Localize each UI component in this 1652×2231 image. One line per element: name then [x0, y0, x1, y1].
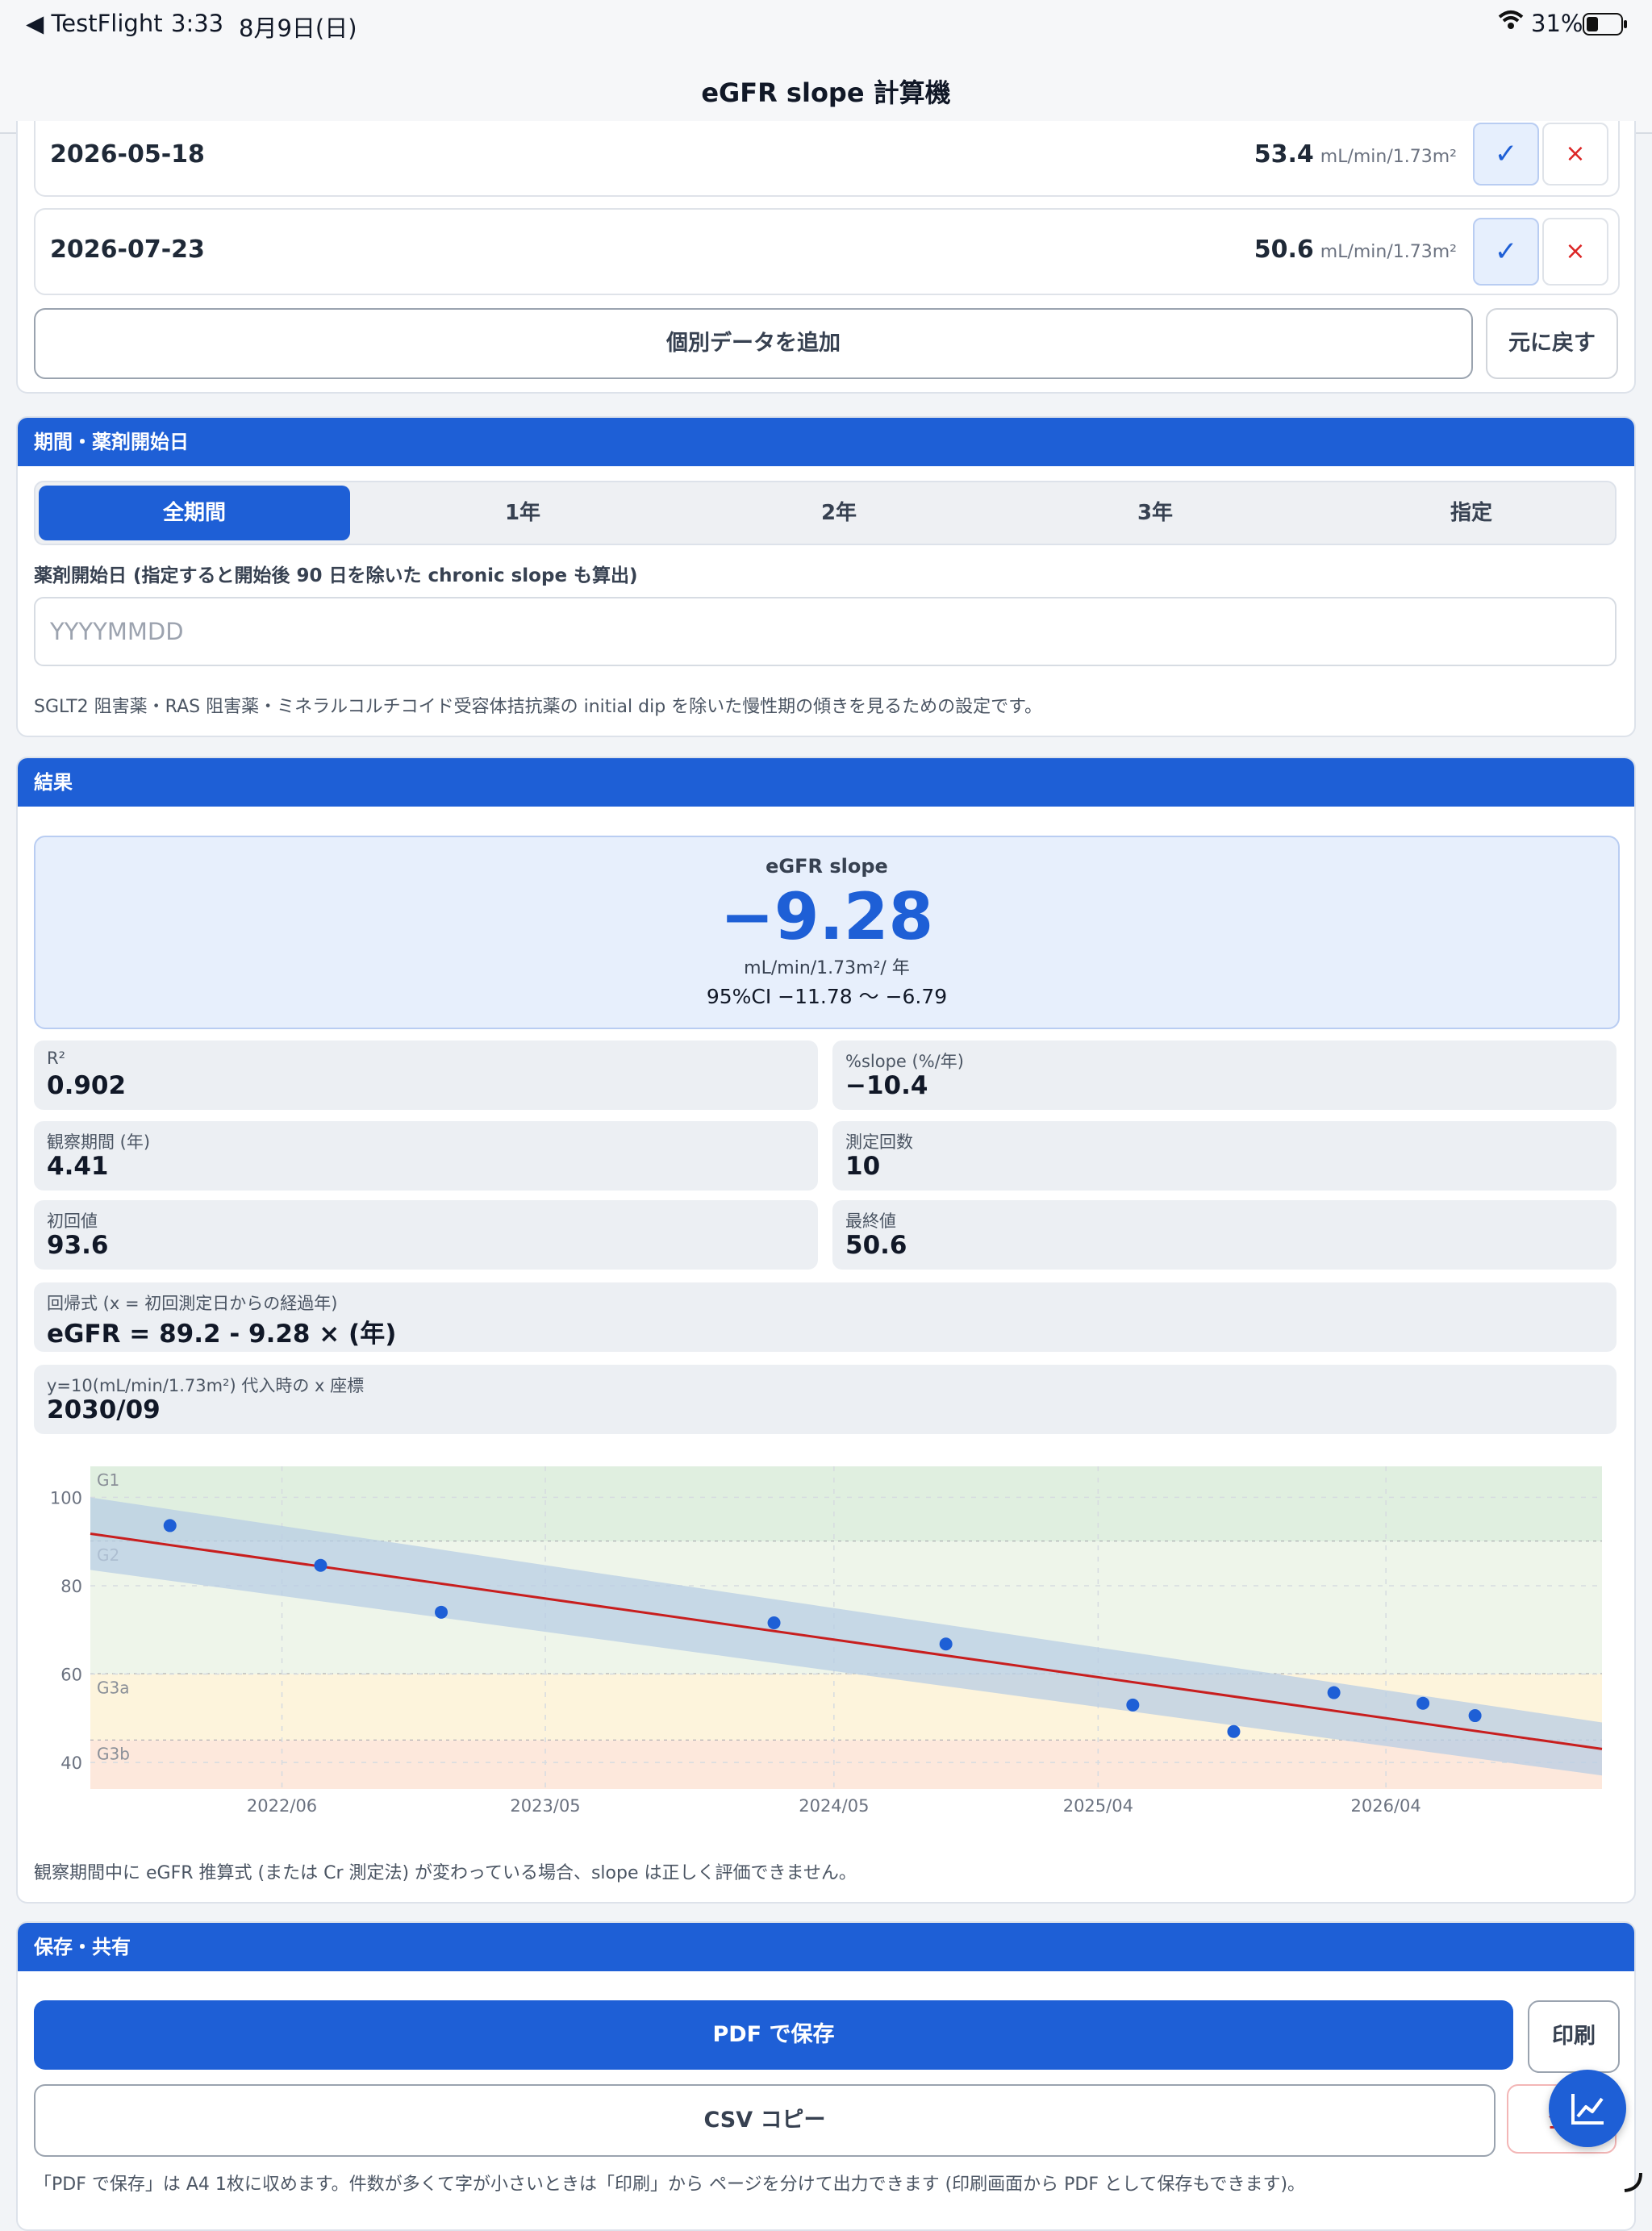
- stat-observation-period: 観察期間 (年) 4.41: [34, 1121, 818, 1191]
- row-value: 50.6 mL/min/1.73m²: [1254, 236, 1457, 264]
- data-point: [435, 1605, 448, 1619]
- row-value: 53.4 mL/min/1.73m²: [1254, 140, 1457, 169]
- row-date: 2026-07-23: [50, 236, 205, 264]
- result-header: 結果: [18, 758, 1634, 807]
- x-intercept: y=10(mL/min/1.73m²) 代入時の x 座標 2030/09: [34, 1365, 1617, 1434]
- tab-1-year[interactable]: 1年: [504, 501, 541, 525]
- list-item: 2026-05-18 53.4 mL/min/1.73m² ✓ ×: [34, 121, 1620, 197]
- slope-unit: mL/min/1.73m²/ 年: [744, 958, 910, 978]
- drug-start-label: 薬剤開始日 (指定すると開始後 90 日を除いた chronic slope も…: [34, 565, 638, 586]
- add-data-button[interactable]: 個別データを追加: [34, 308, 1473, 379]
- stat-first-value: 初回値 93.6: [34, 1200, 818, 1270]
- period-segmented-control: 全期間 1年 2年 3年 指定: [34, 481, 1617, 545]
- status-bar: ◀ TestFlight 3:33 8月9日(日) 31%: [0, 0, 1652, 52]
- tab-3-year[interactable]: 3年: [1137, 501, 1174, 525]
- regression-formula: 回帰式 (x = 初回測定日からの経過年) eGFR = 89.2 - 9.28 …: [34, 1282, 1617, 1352]
- tab-2-year[interactable]: 2年: [820, 501, 857, 525]
- data-point: [314, 1558, 327, 1572]
- tab-custom[interactable]: 指定: [1450, 501, 1492, 525]
- data-list-card: 2026-05-18 53.4 mL/min/1.73m² ✓ × 2026-07…: [16, 121, 1636, 394]
- delete-row-button[interactable]: ×: [1542, 123, 1608, 186]
- stat-r2: R² 0.902: [34, 1040, 818, 1110]
- row-date: 2026-05-18: [50, 140, 205, 169]
- regression-line: [90, 1532, 1603, 1750]
- include-check-button[interactable]: ✓: [1473, 218, 1539, 286]
- data-point: [1126, 1698, 1140, 1712]
- band-g3b: [90, 1740, 1602, 1789]
- band-label-g3b: G3b: [97, 1745, 130, 1764]
- egfr-trend-chart: G1G2G3aG3b4060801002022/062023/052024/05…: [50, 1466, 1603, 1816]
- band-label-g1: G1: [97, 1470, 119, 1490]
- x-tick-label: 2022/06: [247, 1796, 317, 1816]
- page-title: eGFR slope 計算機: [701, 77, 951, 108]
- x-tick-label: 2024/05: [799, 1796, 869, 1816]
- x-tick-label: 2023/05: [510, 1796, 580, 1816]
- battery-percent: 31%: [1531, 10, 1583, 37]
- back-to-testflight[interactable]: ◀ TestFlight: [26, 10, 163, 37]
- data-point: [1416, 1696, 1430, 1710]
- status-time: 3:33: [171, 10, 224, 37]
- stat-percent-slope: %slope (%/年) −10.4: [832, 1040, 1617, 1110]
- slope-summary-box: eGFR slope −9.28 mL/min/1.73m²/ 年 95%CI …: [34, 836, 1620, 1029]
- data-point: [939, 1637, 953, 1651]
- chart-icon: [1571, 2094, 1604, 2125]
- confidence-band: [90, 1497, 1602, 1776]
- period-card: 期間・薬剤開始日 全期間 1年 2年 3年 指定 薬剤開始日 (指定すると開始後…: [16, 416, 1636, 737]
- tab-all-period[interactable]: 全期間: [39, 486, 350, 540]
- x-tick-label: 2026/04: [1351, 1796, 1421, 1816]
- chart-note: 観察期間中に eGFR 推算式 (または Cr 測定法) が変わっている場合、s…: [34, 1863, 857, 1883]
- confidence-interval: 95%CI −11.78 〜 −6.79: [706, 985, 948, 1008]
- save-pdf-button[interactable]: PDF で保存: [34, 2000, 1513, 2070]
- floating-chart-button[interactable]: [1549, 2070, 1626, 2147]
- y-tick-label: 40: [60, 1754, 82, 1773]
- data-point: [767, 1616, 781, 1629]
- stat-last-value: 最終値 50.6: [832, 1200, 1617, 1270]
- status-date: 8月9日(日): [239, 15, 357, 42]
- x-tick-label: 2025/04: [1063, 1796, 1133, 1816]
- result-card: 結果 eGFR slope −9.28 mL/min/1.73m²/ 年 95%…: [16, 757, 1636, 1904]
- revert-button[interactable]: 元に戻す: [1486, 308, 1618, 379]
- share-note: 「PDF で保存」は A4 1枚に収めます。件数が多くて字が小さいときは「印刷」…: [34, 2175, 1306, 2195]
- band-label-g3a: G3a: [97, 1678, 129, 1698]
- y-tick-label: 60: [60, 1666, 82, 1685]
- band-g1: [90, 1466, 1602, 1542]
- print-button[interactable]: 印刷: [1528, 2000, 1620, 2073]
- delete-row-button[interactable]: ×: [1542, 218, 1608, 286]
- data-point: [1327, 1686, 1341, 1699]
- y-tick-label: 100: [50, 1488, 82, 1507]
- share-card: 保存・共有 PDF で保存 印刷 CSV コピー 全 「PDF で保存」は A4…: [16, 1921, 1636, 2231]
- period-header: 期間・薬剤開始日: [18, 418, 1634, 466]
- data-point: [1227, 1724, 1241, 1738]
- resize-handle-icon: [1621, 2170, 1646, 2197]
- y-tick-label: 80: [60, 1577, 82, 1596]
- period-note: SGLT2 阻害薬・RAS 阻害薬・ミネラルコルチコイド受容体拮抗薬の init…: [34, 697, 1042, 717]
- csv-copy-button[interactable]: CSV コピー: [34, 2084, 1496, 2157]
- battery-icon: [1583, 13, 1628, 41]
- slope-label: eGFR slope: [766, 855, 888, 878]
- share-header: 保存・共有: [18, 1923, 1634, 1971]
- stat-measurement-count: 測定回数 10: [832, 1121, 1617, 1191]
- data-point: [1468, 1709, 1482, 1723]
- slope-value: −9.28: [720, 879, 934, 954]
- data-point: [163, 1519, 177, 1533]
- include-check-button[interactable]: ✓: [1473, 123, 1539, 186]
- wifi-icon: [1497, 8, 1525, 38]
- list-item: 2026-07-23 50.6 mL/min/1.73m² ✓ ×: [34, 208, 1620, 295]
- drug-start-date-input[interactable]: YYYYMMDD: [34, 597, 1617, 666]
